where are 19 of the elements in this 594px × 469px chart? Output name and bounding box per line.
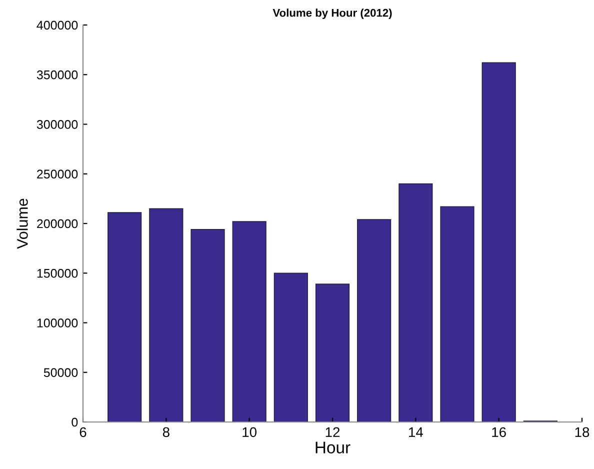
x-tick-label: 10 [242,427,257,438]
x-tick-label: 14 [409,427,423,437]
y-tick-label: 250000 [37,170,78,179]
y-tick-label: 0 [72,418,78,427]
y-tick-label: 300000 [36,120,78,129]
y-tick-label: 200000 [37,219,78,228]
y-tick-label: 150000 [37,268,78,278]
y-tick-label: 400000 [36,20,78,30]
chart-title: Volume by Hour (2012) [272,8,392,19]
x-axis-title: Hour [316,442,350,454]
y-tick-label: 50000 [44,368,78,378]
y-axis-title: Volume [16,198,28,249]
x-tick-label: 18 [575,427,590,438]
x-tick-label: 6 [80,427,86,438]
y-tick-label: 350000 [36,70,78,80]
x-tick-label: 12 [326,427,340,437]
y-tick-label: 100000 [37,318,78,328]
x-tick-label: 16 [492,427,506,438]
x-tick-label: 8 [162,427,170,438]
